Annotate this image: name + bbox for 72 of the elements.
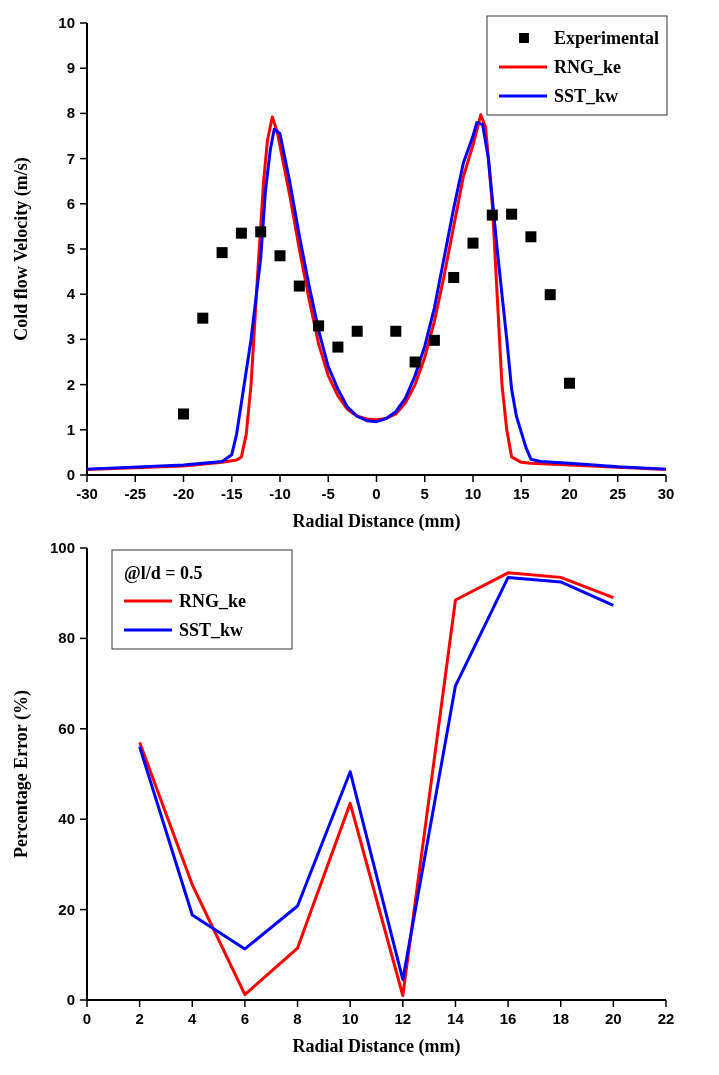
x-tick-label: 12 <box>394 1010 412 1027</box>
point <box>448 271 460 283</box>
x-tick-label: 30 <box>657 485 675 502</box>
x-tick-label: -15 <box>220 485 243 502</box>
y-tick-label: 6 <box>66 194 75 212</box>
x-tick-label: 0 <box>372 485 381 502</box>
y-tick-label: 1 <box>66 420 75 438</box>
x-axis-title: Radial Distance (mm) <box>292 511 461 532</box>
x-tick-label: 10 <box>341 1010 359 1027</box>
x-tick-label: 25 <box>609 485 627 502</box>
y-tick-label: 4 <box>66 285 76 303</box>
point <box>293 280 305 292</box>
legend-label: Experimental <box>554 28 659 48</box>
y-tick-label: 80 <box>58 629 75 647</box>
x-tick-label: 10 <box>464 485 482 502</box>
x-tick-label: 18 <box>552 1010 570 1027</box>
x-tick-label: -25 <box>124 485 147 502</box>
y-axis-title: Percentage Error (%) <box>11 690 32 858</box>
y-tick-label: 2 <box>66 375 75 393</box>
point <box>544 289 556 301</box>
y-tick-label: 0 <box>66 991 75 1008</box>
point <box>486 209 498 221</box>
point <box>390 325 402 337</box>
y-tick-label: 100 <box>49 539 75 556</box>
x-tick-label: -20 <box>172 485 195 502</box>
legend-label: SST_kw <box>554 86 619 106</box>
x-tick-label: 22 <box>657 1010 675 1027</box>
point <box>274 250 286 262</box>
x-tick-label: 20 <box>605 1010 622 1027</box>
y-tick-label: 40 <box>58 810 75 828</box>
y-tick-label: 20 <box>58 900 75 918</box>
point <box>178 408 189 420</box>
legend-title: @l/d = 0.5 <box>124 563 203 583</box>
x-tick-label: 8 <box>293 1010 302 1027</box>
point <box>409 356 421 368</box>
y-tick-label: 60 <box>58 719 75 737</box>
y-tick-label: 0 <box>66 466 75 483</box>
point <box>197 312 209 324</box>
x-tick-label: 5 <box>420 485 429 502</box>
point <box>235 227 247 239</box>
x-tick-label: 20 <box>561 485 578 502</box>
point <box>255 226 267 238</box>
x-tick-label: 16 <box>499 1010 517 1027</box>
x-tick-label: 14 <box>447 1010 465 1027</box>
x-tick-label: -10 <box>269 485 291 502</box>
point <box>428 334 440 346</box>
legend-label: SST_kw <box>179 620 244 640</box>
point <box>332 341 344 353</box>
point <box>351 325 363 337</box>
x-tick-label: 2 <box>135 1010 144 1027</box>
x-tick-label: 4 <box>188 1010 198 1027</box>
legend-label: RNG_ke <box>179 591 247 611</box>
y-tick-label: 8 <box>66 104 75 122</box>
y-tick-label: 10 <box>58 14 75 31</box>
point <box>506 208 518 220</box>
x-tick-label: 6 <box>240 1010 250 1027</box>
y-tick-label: 7 <box>66 149 75 167</box>
x-axis-title: Radial Distance (mm) <box>292 1036 461 1057</box>
y-axis-title: Cold flow Velocity (m/s) <box>11 157 32 341</box>
point <box>525 231 537 243</box>
x-tick-label: 15 <box>512 485 530 502</box>
point <box>313 320 325 332</box>
y-tick-label: 5 <box>66 240 75 257</box>
point <box>216 247 228 259</box>
point <box>564 377 575 389</box>
y-tick-label: 9 <box>66 59 75 77</box>
legend-label: RNG_ke <box>554 57 622 77</box>
y-tick-label: 3 <box>66 330 75 348</box>
x-tick-label: 0 <box>82 1010 92 1027</box>
x-tick-label: -30 <box>76 485 98 502</box>
x-tick-label: -5 <box>321 485 335 502</box>
point <box>467 237 479 249</box>
